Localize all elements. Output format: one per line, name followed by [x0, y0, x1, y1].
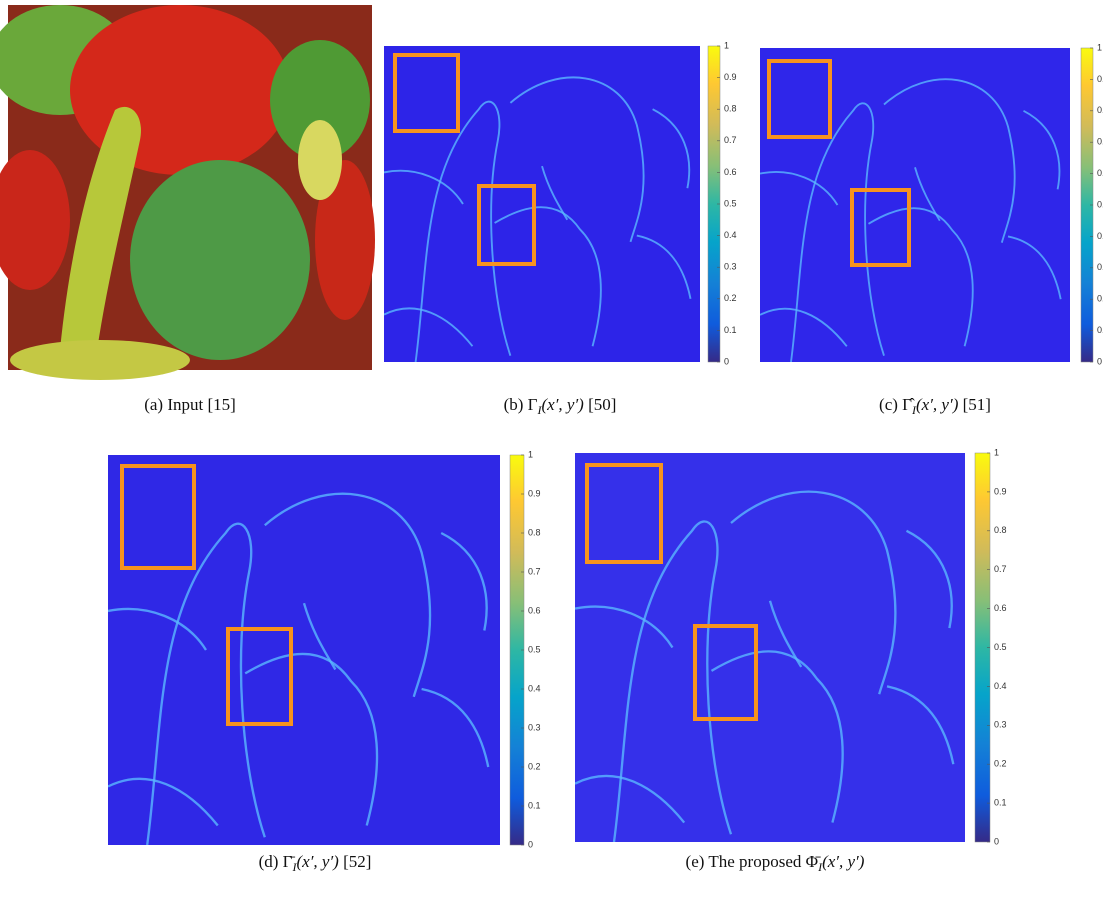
colorbar-tick-label: 0.6 [724, 167, 737, 177]
colorbar-tick-label: 0.5 [1097, 199, 1103, 209]
colorbar-tick-label: 0.3 [994, 720, 1007, 730]
colorbar-tick-label: 0.2 [528, 761, 541, 771]
heatmap-e [575, 453, 965, 842]
colorbar-tick-label: 0.9 [1097, 74, 1103, 84]
colorbar-tick-label: 0.4 [1097, 231, 1103, 241]
colorbar-tick-label: 0.3 [1097, 262, 1103, 272]
colorbar-tick-label: 0.2 [1097, 294, 1103, 304]
colorbar-tick-label: 0.4 [724, 230, 737, 240]
colorbar-tick-label: 0.9 [724, 72, 737, 82]
colorbar-tick-label: 0.8 [1097, 105, 1103, 115]
colorbar-tick-label: 0.5 [994, 642, 1007, 652]
colorbar-tick-label: 0.8 [724, 104, 737, 114]
colorbar-tick-label: 0.7 [994, 564, 1007, 574]
colorbar-tick-label: 1 [994, 447, 999, 457]
colorbar-tick-label: 0.7 [1097, 137, 1103, 147]
caption: (d) Γ̄I(x′, y′) [52] [259, 852, 372, 874]
colorbar-tick-label: 1 [1097, 42, 1102, 52]
caption: (b) ΓI(x′, y′) [50] [504, 395, 617, 417]
heatmap-b [384, 46, 700, 362]
colorbar-tick-label: 0.7 [724, 135, 737, 145]
colorbar-tick-label: 0.4 [528, 683, 541, 693]
figure: 0 0.1 0.2 0.3 0.4 0.5 0.6 0.7 0.8 0.9 1 0 0.1 0.2 0.3 0… [0, 0, 1103, 900]
colorbar-tick-label: 1 [724, 40, 729, 50]
colorbar-tick-label: 0.1 [1097, 325, 1103, 335]
colorbar-tick-label: 0.5 [528, 644, 541, 654]
colorbar-tick-label: 0 [1097, 356, 1102, 366]
input-image [0, 5, 375, 380]
colorbar-tick-label: 0.5 [724, 198, 737, 208]
colorbar-tick-label: 0.1 [528, 800, 541, 810]
colorbar-tick-label: 0 [994, 836, 999, 846]
colorbar-tick-label: 0.9 [994, 486, 1007, 496]
colorbar-tick-label: 0.6 [528, 605, 541, 615]
colorbar-tick-label: 0.3 [528, 722, 541, 732]
colorbar-tick-label: 0.7 [528, 566, 541, 576]
colorbar-tick-label: 0.2 [724, 293, 737, 303]
colorbar-tick-label: 0.6 [1097, 168, 1103, 178]
colorbar-tick-label: 0.1 [994, 797, 1007, 807]
colorbar-tick-label: 0.9 [528, 488, 541, 498]
colorbar-tick-label: 0.6 [994, 603, 1007, 613]
colorbar-tick-label: 0.4 [994, 681, 1007, 691]
colorbar-tick-label: 0.3 [724, 262, 737, 272]
colorbar-tick-label: 0 [724, 356, 729, 366]
heatmap-c [760, 48, 1070, 362]
caption: (c) Γ̂I(x′, y′) [51] [879, 395, 991, 417]
caption: (a) Input [15] [144, 395, 236, 414]
colorbar-tick-label: 1 [528, 449, 533, 459]
colorbar-tick-label: 0 [528, 839, 533, 849]
caption: (e) The proposed Φ̄I(x′, y′) [686, 852, 865, 874]
heatmap-d [108, 455, 500, 845]
colorbar-tick-label: 0.8 [994, 525, 1007, 535]
colorbar-tick-label: 0.1 [724, 325, 737, 335]
colorbar-tick-label: 0.2 [994, 759, 1007, 769]
colorbar-tick-label: 0.8 [528, 527, 541, 537]
